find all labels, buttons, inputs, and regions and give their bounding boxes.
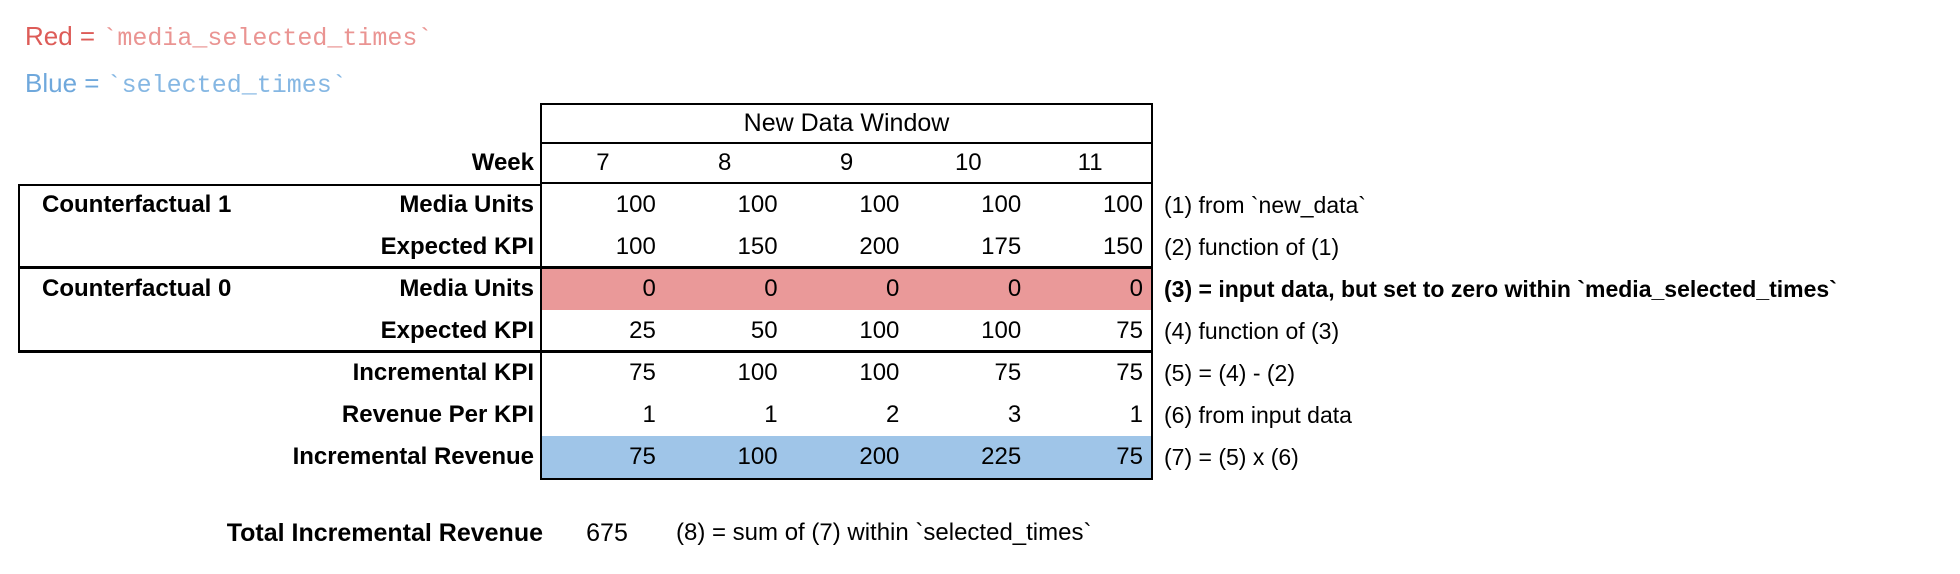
- table-row-expected-kpi-cf1: 100 150 200 175 150: [542, 226, 1151, 268]
- legend-red-line: Red = `media_selected_times`: [25, 14, 432, 61]
- total-incremental-revenue-value: 675: [586, 519, 628, 547]
- annotation-6: (6) from input data: [1164, 402, 1352, 428]
- value-cell: 2: [886, 401, 900, 428]
- counterfactual-0-label: Counterfactual 0: [42, 275, 232, 302]
- table-row-incremental-revenue-highlighted: 75 100 200 225 75: [542, 436, 1151, 478]
- value-cell: 0: [1007, 275, 1022, 302]
- value-cell: 200: [859, 443, 900, 470]
- value-cell: 100: [737, 191, 778, 218]
- row-label-expected-kpi-cf1: Expected KPI: [380, 233, 534, 260]
- annotation-7: (7) = (5) x (6): [1164, 444, 1299, 470]
- value-cell: 100: [615, 233, 656, 260]
- week-number: 8: [718, 149, 732, 176]
- value-cell: 75: [1116, 317, 1143, 344]
- value-cell: 0: [642, 275, 656, 302]
- week-number: 9: [839, 149, 854, 176]
- value-cell: 75: [1116, 443, 1143, 470]
- value-cell: 0: [1129, 275, 1143, 302]
- value-cell: 100: [859, 359, 900, 386]
- row-label-media-units-cf1: Media Units: [399, 191, 534, 218]
- week-label: Week: [471, 149, 534, 176]
- table-row-media-units-cf0-highlighted: 0 0 0 0 0: [542, 268, 1151, 310]
- table-header-box: New Data Window 7 8 9 10 11: [540, 103, 1153, 184]
- table-row-incremental-kpi: 75 100 100 75 75: [542, 352, 1151, 394]
- row-label-revenue-per-kpi: Revenue Per KPI: [341, 401, 534, 428]
- row-label-incremental-kpi: Incremental KPI: [352, 359, 534, 386]
- annotation-4: (4) function of (3): [1164, 318, 1340, 344]
- legend-red-code: `media_selected_times`: [102, 24, 433, 53]
- value-cell: 1: [1129, 401, 1143, 428]
- counterfactual-1-label: Counterfactual 1: [42, 191, 232, 218]
- value-cell: 1: [642, 401, 656, 428]
- total-annotation: (8) = sum of (7) within `selected_times`: [676, 519, 1092, 546]
- value-cell: 175: [981, 233, 1022, 260]
- legend-blue-label: Blue =: [25, 68, 107, 98]
- value-cell: 100: [859, 317, 900, 344]
- value-cell: 3: [1007, 401, 1022, 428]
- value-cell: 75: [1116, 359, 1143, 386]
- annotation-3: (3) = input data, but set to zero within…: [1164, 276, 1837, 302]
- week-number: 7: [596, 149, 610, 176]
- value-cell: 150: [1102, 233, 1143, 260]
- value-cell: 0: [886, 275, 900, 302]
- week-number: 11: [1077, 149, 1103, 176]
- row-label-incremental-revenue: Incremental Revenue: [292, 443, 534, 470]
- week-header-row: 7 8 9 10 11: [542, 144, 1151, 182]
- value-cell: 225: [981, 443, 1022, 470]
- row-label-media-units-cf0: Media Units: [399, 275, 534, 302]
- annotation-1: (1) from `new_data`: [1164, 192, 1366, 218]
- legend: Red = `media_selected_times` Blue = `sel…: [25, 14, 432, 108]
- row-label-column: Week Media Units Expected KPI Media Unit…: [0, 142, 534, 478]
- section-divider-top: [18, 266, 1153, 269]
- section-divider-bottom: [18, 350, 1153, 353]
- legend-blue-line: Blue = `selected_times`: [25, 61, 432, 108]
- value-cell: 100: [737, 359, 778, 386]
- annotation-5: (5) = (4) - (2): [1164, 360, 1295, 386]
- value-cell: 50: [750, 317, 778, 344]
- week-number: 10: [954, 149, 982, 176]
- table-row-media-units-cf1: 100 100 100 100 100: [542, 184, 1151, 226]
- value-cell: 100: [737, 443, 778, 470]
- legend-red-label: Red =: [25, 21, 103, 51]
- table-row-expected-kpi-cf0: 25 50 100 100 75: [542, 310, 1151, 352]
- value-cell: 25: [629, 317, 656, 344]
- legend-blue-code: `selected_times`: [106, 71, 347, 100]
- value-cell: 100: [615, 191, 656, 218]
- value-cell: 1: [764, 401, 778, 428]
- row-label-expected-kpi-cf0: Expected KPI: [380, 317, 534, 344]
- value-cell: 100: [981, 191, 1022, 218]
- value-cell: 75: [629, 359, 656, 386]
- total-incremental-revenue-label: Total Incremental Revenue: [226, 519, 543, 547]
- value-cell: 100: [981, 317, 1022, 344]
- value-cell: 100: [859, 191, 900, 218]
- annotation-2: (2) function of (1): [1164, 234, 1340, 260]
- value-cell: 200: [859, 233, 900, 260]
- new-data-window-title: New Data Window: [542, 105, 1151, 144]
- table-row-revenue-per-kpi: 1 1 2 3 1: [542, 394, 1151, 436]
- annotation-column: (1) from `new_data` (2) function of (1) …: [1164, 184, 1956, 478]
- value-cell: 100: [1102, 191, 1143, 218]
- value-cell: 0: [764, 275, 778, 302]
- value-cell: 75: [994, 359, 1022, 386]
- data-grid: 100 100 100 100 100 100 150 200 175 150 …: [540, 184, 1153, 480]
- value-cell: 75: [629, 443, 656, 470]
- value-cell: 150: [737, 233, 778, 260]
